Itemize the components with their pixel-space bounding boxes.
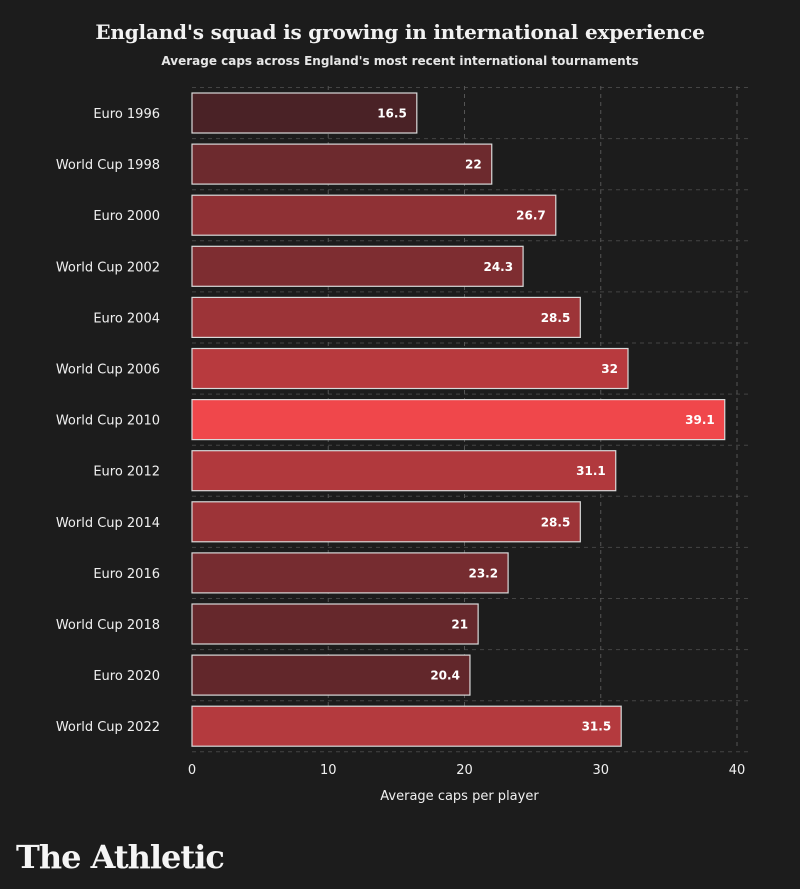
brand-logo: The Athletic	[16, 838, 225, 876]
bar	[191, 399, 726, 441]
category-label: World Cup 1998	[56, 158, 160, 173]
category-label: Euro 2020	[93, 669, 160, 684]
bar	[191, 194, 557, 236]
category-label: World Cup 2010	[56, 414, 160, 429]
bar-value-label: 16.5	[377, 107, 407, 121]
category-label: World Cup 2002	[56, 260, 160, 275]
bar-value-label: 31.1	[576, 464, 606, 478]
x-tick-label: 10	[320, 763, 337, 778]
bar	[191, 92, 418, 134]
bar-chart: 16.5 Euro 1996 22 World Cup 1998 26.7 Euro 20…	[56, 86, 749, 804]
category-label: World Cup 2022	[56, 720, 160, 735]
category-label: Euro 2004	[93, 311, 160, 326]
bar-value-label: 28.5	[541, 311, 571, 325]
x-tick-label: 0	[188, 763, 196, 778]
x-tick-label: 30	[592, 763, 609, 778]
bar-value-label: 31.5	[582, 720, 612, 734]
category-label: Euro 2000	[93, 209, 160, 224]
bar-value-label: 22	[465, 158, 482, 172]
category-label: Euro 2012	[93, 465, 160, 480]
bar-value-label: 26.7	[516, 209, 546, 223]
x-tick-label: 20	[456, 763, 473, 778]
bar-value-label: 32	[601, 362, 618, 376]
category-label: World Cup 2018	[56, 618, 160, 633]
bar-value-label: 21	[451, 618, 468, 632]
category-label: World Cup 2006	[56, 363, 160, 378]
chart-subtitle: Average caps across England's most recen…	[161, 54, 639, 68]
bar-value-label: 28.5	[541, 515, 571, 529]
bar	[191, 245, 524, 287]
bar-value-label: 23.2	[468, 566, 498, 580]
category-label: Euro 2016	[93, 567, 160, 582]
category-label: Euro 1996	[93, 107, 160, 122]
bar	[191, 450, 617, 492]
bar	[191, 296, 581, 338]
bar	[191, 552, 509, 594]
bar	[191, 654, 471, 696]
bar	[191, 603, 479, 645]
category-label: World Cup 2014	[56, 516, 160, 531]
bar	[191, 347, 629, 390]
x-tick-label: 40	[729, 763, 746, 778]
bar-value-label: 24.3	[483, 260, 513, 274]
chart-title: England's squad is growing in internatio…	[95, 20, 705, 44]
bar	[191, 143, 493, 185]
bar-value-label: 20.4	[430, 669, 460, 683]
bar	[191, 705, 622, 747]
bar	[191, 501, 581, 543]
bar-value-label: 39.1	[685, 413, 715, 427]
x-axis-label: Average caps per player	[380, 789, 539, 804]
